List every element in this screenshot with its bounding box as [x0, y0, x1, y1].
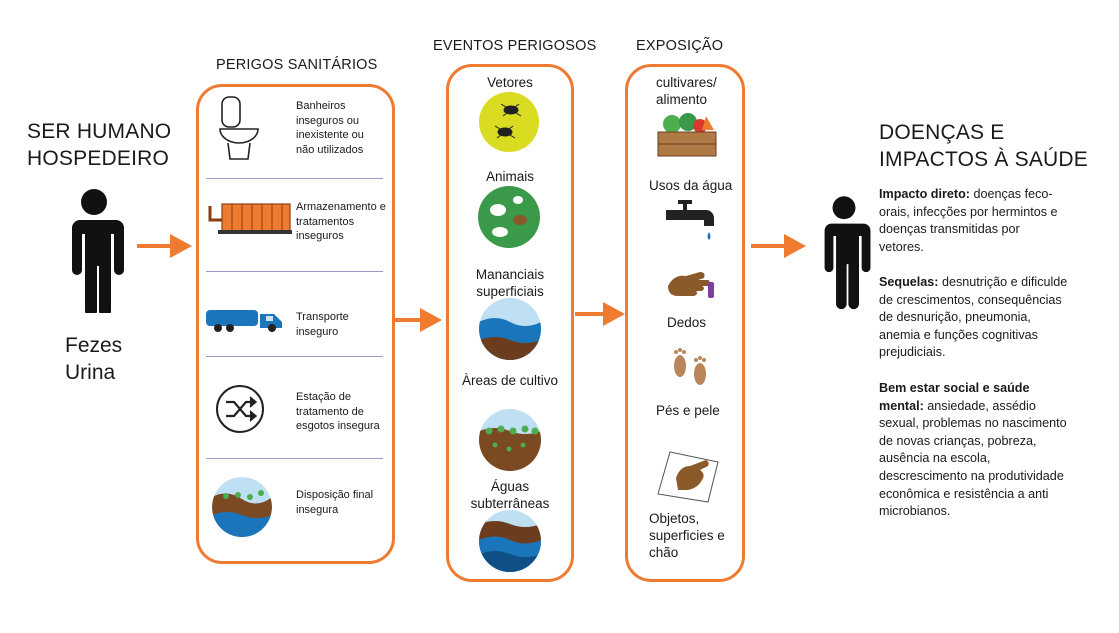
events-item-surface-water: Mananciais superficiais [475, 267, 545, 299]
arrow-sanitary-to-events [395, 318, 423, 322]
arrowhead-3 [603, 302, 625, 326]
exposure-box [625, 64, 745, 582]
hand-touching-surface-icon [657, 451, 719, 503]
impacts-title: DOENÇAS E IMPACTOS À SAÚDE [879, 119, 1088, 173]
arrow-events-to-exposure [575, 312, 605, 316]
impact-direct-text: doenças feco-orais, infecções por hermin… [879, 187, 1058, 254]
events-box [446, 64, 574, 582]
separator [206, 356, 383, 357]
insects-icon [479, 92, 539, 152]
impact-social-text: ansiedade, assédio sexual, problemas no … [879, 398, 1067, 519]
animals-icon [478, 186, 540, 248]
separator [206, 271, 383, 272]
separator [206, 178, 383, 179]
events-item-animals: Animais [485, 169, 534, 184]
events-item-vectors: Vetores [487, 75, 533, 90]
storage-tank-icon [208, 203, 292, 234]
host-urine: Urina [65, 361, 116, 384]
sanitary-item-transport: Transporte inseguro [296, 311, 349, 338]
sanitary-header: PERIGOS SANITÁRIOS [216, 57, 378, 73]
exposure-item-water-use: Usos da água [649, 178, 733, 193]
exposure-item-objects: Objetos, superficies e chão [649, 511, 725, 560]
sanitary-item-treatment: Estação de tratamento de esgotos insegur… [296, 391, 380, 432]
impacts-title-line2: IMPACTOS À SAÚDE [879, 148, 1088, 171]
events-item-groundwater: Águas subterrâneas [470, 479, 550, 511]
sanitary-box [196, 84, 395, 564]
impact-social: Bem estar social e saúde mental: ansieda… [879, 380, 1073, 521]
events-item-cultivation: Àreas de cultivo [461, 373, 559, 388]
person-icon [72, 189, 124, 313]
sanitary-item-toilet: Banheiros inseguros ou inexistente ou nã… [296, 100, 364, 156]
impact-direct: Impacto direto: doenças feco-orais, infe… [879, 186, 1065, 256]
vegetable-crate-icon [657, 113, 717, 157]
host-title-line1: SER HUMANO [27, 120, 172, 143]
exposure-header: EXPOSIÇÃO [636, 38, 724, 54]
arrow-host-to-sanitary [137, 244, 173, 248]
surface-water-icon [479, 298, 541, 360]
arrow-exposure-to-impacts [751, 244, 787, 248]
exposure-item-food: cultivares/ alimento [656, 75, 717, 107]
impact-social-heading: Bem estar social e saúde mental: [879, 381, 1030, 413]
groundwater-icon [479, 510, 541, 572]
arrowhead-2 [420, 308, 442, 332]
disposal-landscape-icon [212, 477, 272, 537]
shuffle-icon [216, 385, 264, 433]
impacts-title-line1: DOENÇAS E [879, 121, 1005, 144]
host-excreta: Fezes Urina [65, 332, 122, 386]
faucet-icon [666, 200, 714, 240]
toilet-icon [219, 96, 259, 160]
events-header: EVENTOS PERIGOSOS [433, 38, 597, 54]
arrowhead-1 [170, 234, 192, 258]
person-icon [824, 196, 871, 310]
exposure-item-fingers: Dedos [667, 315, 707, 330]
footprints-icon [674, 348, 706, 385]
host-feces: Fezes [65, 334, 123, 357]
cultivation-icon [479, 409, 541, 471]
arrowhead-4 [784, 234, 806, 258]
separator [206, 458, 383, 459]
host-title-line2: HOSPEDEIRO [27, 147, 170, 170]
sanitary-item-storage: Armazenamento e tratamentos inseguros [296, 201, 386, 242]
impact-sequels-text: desnutrição e dificulde de crescimentos,… [879, 275, 1068, 360]
sanitary-item-disposal: Disposição final insegura [296, 489, 374, 516]
exposure-item-feet: Pés e pele [656, 403, 720, 418]
truck-icon [206, 310, 282, 332]
hand-icon [668, 272, 714, 298]
impact-sequels: Sequelas: desnutrição e dificulde de cre… [879, 274, 1069, 362]
host-title: SER HUMANO HOSPEDEIRO [27, 118, 171, 172]
impact-sequels-heading: Sequelas: [879, 275, 939, 289]
impact-direct-heading: Impacto direto: [879, 187, 970, 201]
